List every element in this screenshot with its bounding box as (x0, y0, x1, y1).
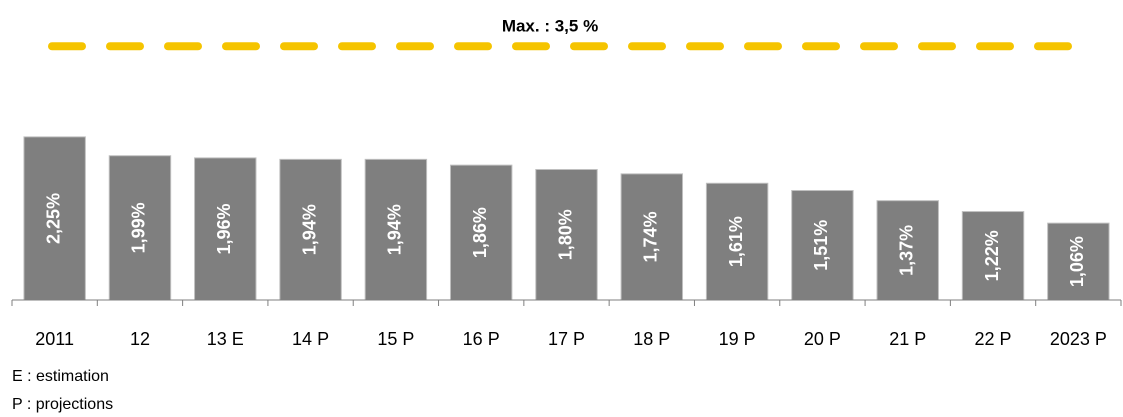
x-tick-label: 21 P (889, 329, 926, 349)
value-label: 1,37% (896, 225, 916, 276)
value-label: 1,74% (641, 211, 661, 262)
note: P : projections (12, 396, 113, 413)
bar (791, 190, 854, 301)
x-tick-label: 2023 P (1050, 329, 1107, 349)
x-tick-label: 18 P (633, 329, 670, 349)
reference-label: Max. : 3,5 % (502, 16, 598, 35)
value-label: 1,80% (555, 209, 575, 260)
value-label: 1,22% (982, 230, 1002, 281)
bar (961, 211, 1025, 301)
value-label: 1,06% (1067, 236, 1087, 287)
value-label: 1,86% (470, 207, 490, 258)
value-label: 1,61% (726, 216, 746, 267)
note: E : estimation (12, 368, 109, 385)
value-label: 1,51% (811, 220, 831, 271)
x-tick-label: 12 (130, 329, 150, 349)
x-tick-label: 15 P (377, 329, 414, 349)
bar (108, 155, 172, 301)
bar (194, 157, 257, 301)
x-tick-label: 17 P (548, 329, 585, 349)
value-label: 1,94% (385, 204, 405, 255)
x-tick-label: 14 P (292, 329, 329, 349)
bar (876, 200, 939, 301)
value-label: 1,99% (129, 202, 149, 253)
bar (620, 173, 684, 301)
value-label: 1,96% (214, 203, 234, 254)
x-tick-label: 2011 (35, 329, 74, 349)
x-tick-label: 19 P (719, 329, 756, 349)
value-label: 2,25% (43, 193, 63, 244)
bar (705, 182, 769, 301)
value-label: 1,94% (299, 204, 319, 255)
x-tick-label: 22 P (975, 329, 1012, 349)
x-tick-label: 20 P (804, 329, 841, 349)
x-tick-label: 13 E (207, 329, 244, 349)
bar (1047, 222, 1110, 301)
x-tick-label: 16 P (463, 329, 500, 349)
